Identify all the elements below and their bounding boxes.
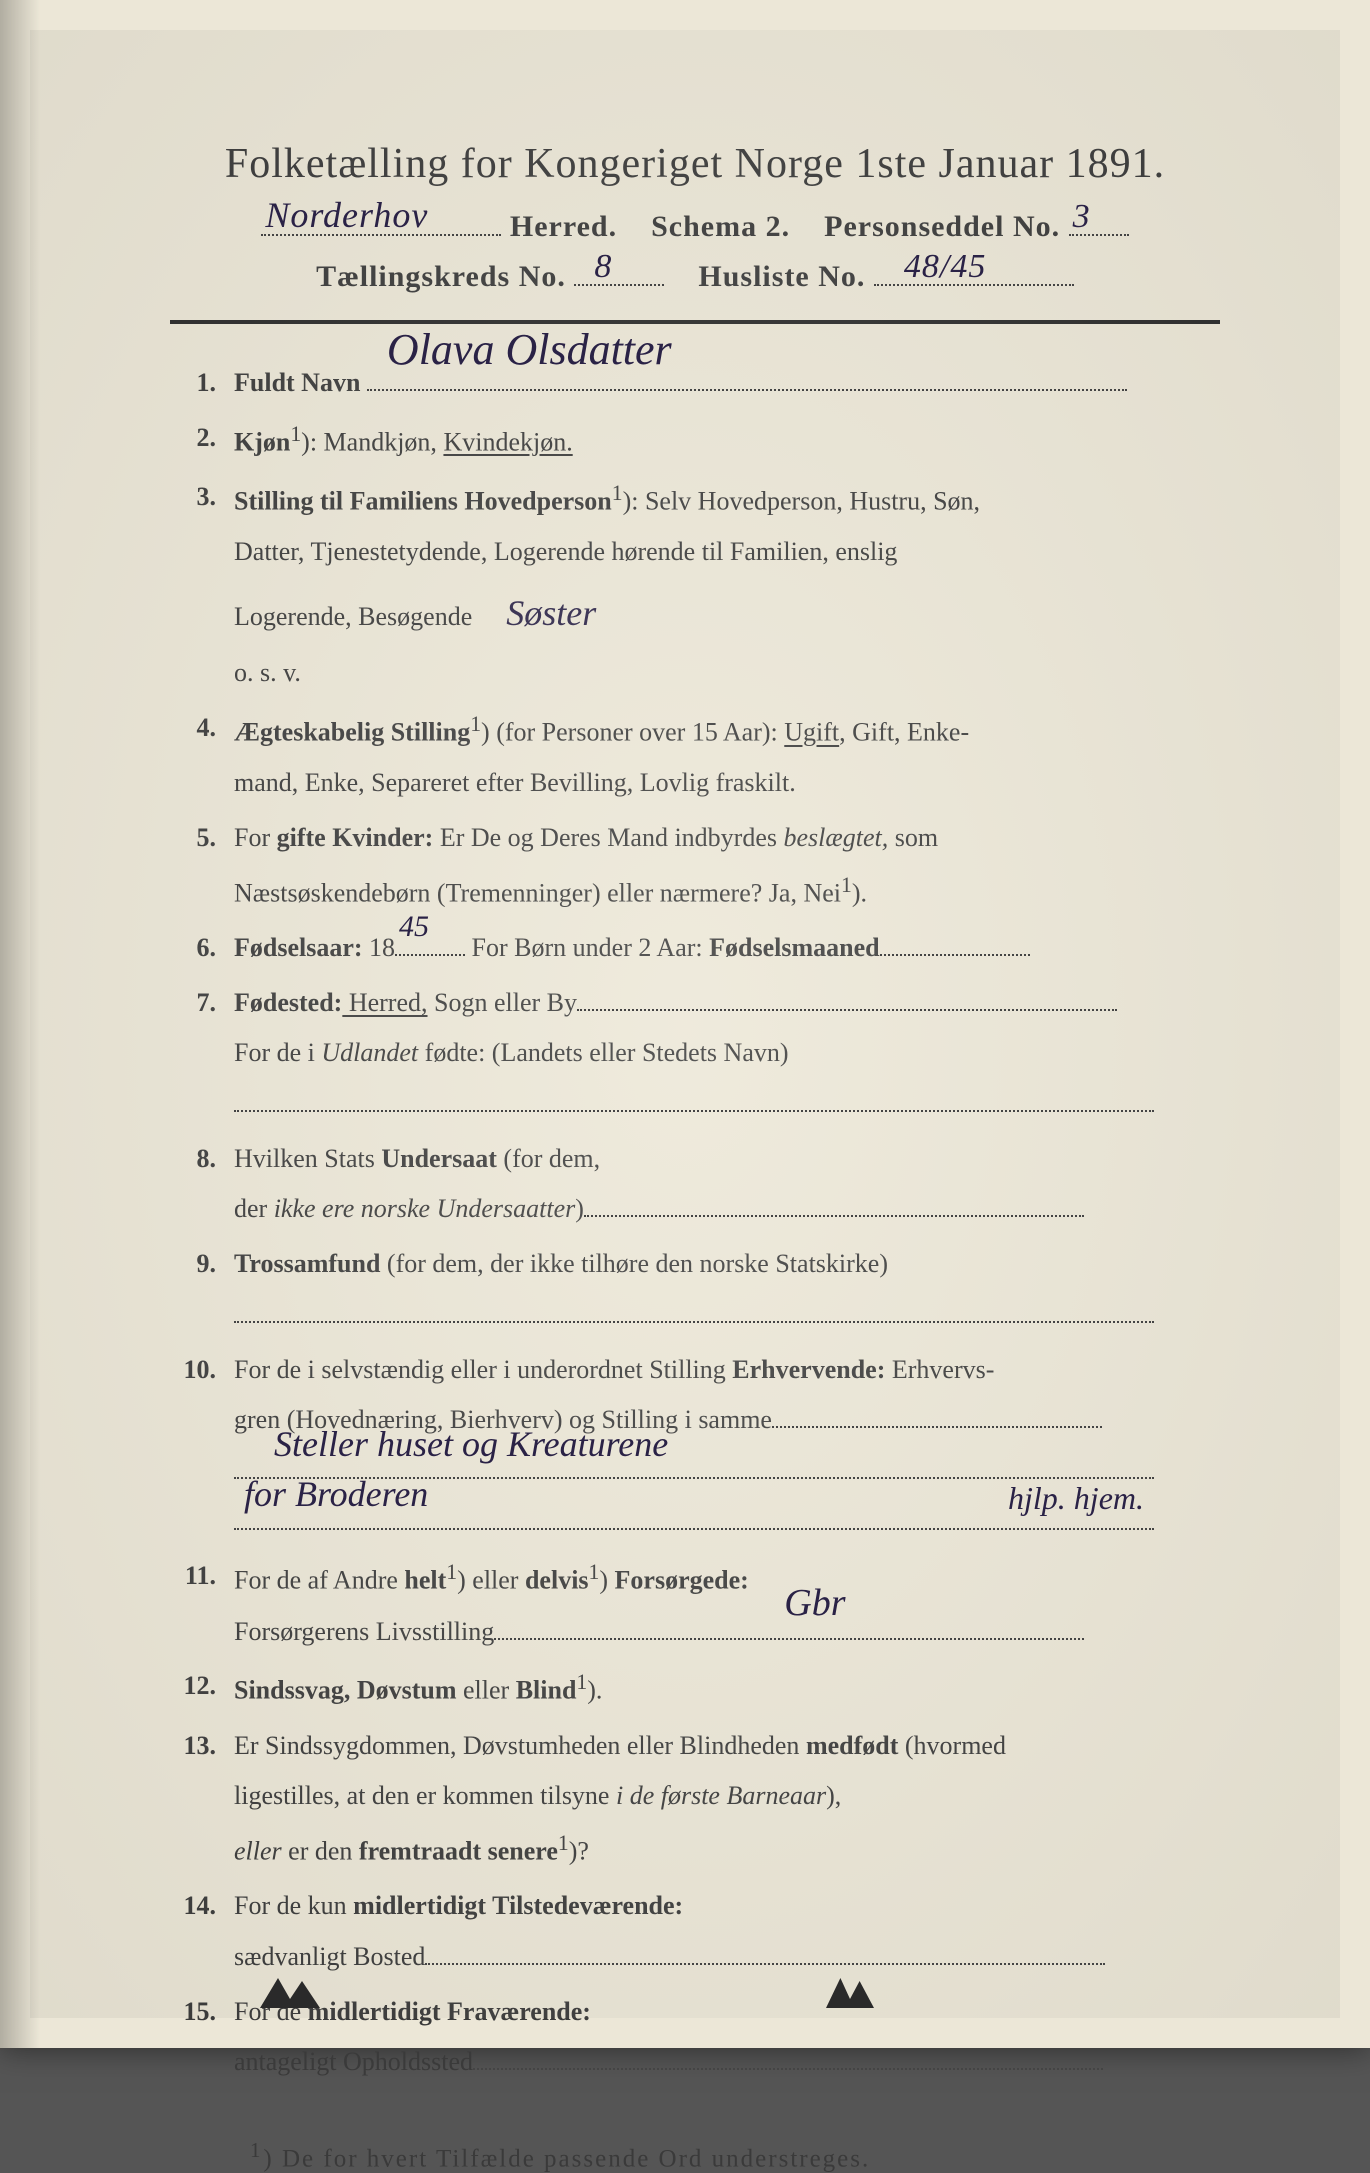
forsorger-field: Gbr: [494, 1638, 1084, 1640]
footnote-ref: 1: [470, 712, 481, 736]
item-9: 9. Trossamfund (for dem, der ikke tilhør…: [170, 1239, 1220, 1340]
personseddel-label: Personseddel No.: [824, 210, 1060, 243]
item-8: 8. Hvilken Stats Undersaat (for dem, der…: [170, 1134, 1220, 1235]
item-13: 13. Er Sindssygdommen, Døvstumheden elle…: [170, 1721, 1220, 1878]
fodselsaar-label: Fødselsaar:: [234, 933, 363, 962]
footnote: 1) De for hvert Tilfælde passende Ord un…: [250, 2138, 1220, 2173]
undersaat-field: [584, 1215, 1084, 1217]
bosted-field: [425, 1963, 1105, 1965]
item-number: 8.: [170, 1134, 234, 1235]
item-body: Stilling til Familiens Hovedperson1): Se…: [234, 472, 1220, 699]
item-body: Trossamfund (for dem, der ikke tilhøre d…: [234, 1239, 1220, 1340]
item-5: 5. For gifte Kvinder: Er De og Deres Man…: [170, 813, 1220, 919]
erhverv-value-2: for Broderen: [244, 1459, 428, 1529]
erhverv-value-3: hjlp. hjem.: [1008, 1467, 1144, 1529]
item-body: For de midlertidigt Fraværende: antageli…: [234, 1987, 1220, 2088]
census-form-page: Folketælling for Kongeriget Norge 1ste J…: [0, 0, 1370, 2048]
trossamfund-label: Trossamfund: [234, 1249, 380, 1278]
item-6: 6. Fødselsaar: 1845 For Børn under 2 Aar…: [170, 923, 1220, 974]
item-body: Hvilken Stats Undersaat (for dem, der ik…: [234, 1134, 1220, 1235]
item-number: 1.: [170, 358, 234, 409]
item-number: 11.: [170, 1551, 234, 1657]
fodested-label: Fødested:: [234, 988, 342, 1017]
item-number: 12.: [170, 1661, 234, 1716]
year-value: 45: [399, 898, 429, 957]
item-body: Er Sindssygdommen, Døvstumheden eller Bl…: [234, 1721, 1220, 1878]
footnote-ref: 1: [841, 873, 852, 897]
name-value: Olava Olsdatter: [387, 307, 672, 393]
stilling-value: Søster: [498, 593, 604, 633]
fuldt-navn-label: Fuldt Navn: [234, 368, 360, 397]
stilling-label: Stilling til Familiens Hovedperson: [234, 487, 612, 516]
item-7: 7. Fødested: Herred, Sogn eller By For d…: [170, 978, 1220, 1130]
item-number: 9.: [170, 1239, 234, 1340]
month-field: [880, 954, 1030, 956]
item-number: 15.: [170, 1987, 234, 2088]
name-field: Olava Olsdatter: [367, 389, 1127, 391]
kjon-label: Kjøn: [234, 427, 290, 456]
item-number: 5.: [170, 813, 234, 919]
kvindekjon-selected: Kvindekjøn.: [443, 427, 572, 456]
trossamfund-field: [234, 1321, 1154, 1323]
item-number: 2.: [170, 413, 234, 468]
opholdssted-field: [473, 2068, 1103, 2070]
item-10: 10. For de i selvstændig eller i underor…: [170, 1345, 1220, 1548]
item-body: Kjøn1): Mandkjøn, Kvindekjøn.: [234, 413, 1220, 468]
herred-label: Herred.: [510, 210, 617, 243]
aegteskab-label: Ægteskabelig Stilling: [234, 718, 470, 747]
footnote-ref: 1: [612, 481, 623, 505]
item-1: 1. Fuldt Navn Olava Olsdatter: [170, 358, 1220, 409]
item-3: 3. Stilling til Familiens Hovedperson1):…: [170, 472, 1220, 699]
husliste-no-field: 48/45: [874, 256, 1074, 286]
document-title: Folketælling for Kongeriget Norge 1ste J…: [170, 140, 1220, 188]
erhverv-field-2: for Broderen hjlp. hjem.: [234, 1528, 1154, 1530]
item-number: 6.: [170, 923, 234, 974]
kreds-no-field: 8: [574, 256, 664, 286]
husliste-label: Husliste No.: [698, 260, 865, 293]
item-body: For gifte Kvinder: Er De og Deres Mand i…: [234, 813, 1220, 919]
item-2: 2. Kjøn1): Mandkjøn, Kvindekjøn.: [170, 413, 1220, 468]
footnote-marker: 1: [250, 2138, 263, 2162]
forsorger-value: Gbr: [784, 1566, 845, 1640]
item-number: 3.: [170, 472, 234, 699]
item-body: Sindssvag, Døvstum eller Blind1).: [234, 1661, 1220, 1716]
personseddel-no-field: 3: [1069, 206, 1129, 236]
ugift-selected: Ugift: [784, 718, 839, 747]
item-number: 14.: [170, 1881, 234, 1982]
item-number: 13.: [170, 1721, 234, 1878]
header-line-3: Tællingskreds No. 8 Husliste No. 48/45: [170, 256, 1220, 294]
kreds-label: Tællingskreds No.: [316, 260, 566, 293]
item-body: Fødselsaar: 1845 For Børn under 2 Aar: F…: [234, 923, 1220, 974]
item-15: 15. For de midlertidigt Fraværende: anta…: [170, 1987, 1220, 2088]
header-line-2: Norderhov Herred. Schema 2. Personseddel…: [170, 206, 1220, 244]
footnote-text: ) De for hvert Tilfælde passende Ord und…: [263, 2145, 870, 2172]
herred-value: Norderhov: [265, 194, 428, 236]
udlandet-field: [234, 1110, 1154, 1112]
item-body: Fuldt Navn Olava Olsdatter: [234, 358, 1220, 409]
page-edge-shadow: [0, 0, 40, 2048]
husliste-no-value: 48/45: [904, 248, 986, 286]
item-number: 4.: [170, 703, 234, 809]
item-number: 7.: [170, 978, 234, 1130]
footnote-ref: 1: [290, 422, 301, 446]
item-11: 11. For de af Andre helt1) eller delvis1…: [170, 1551, 1220, 1657]
item-14: 14. For de kun midlertidigt Tilstedevære…: [170, 1881, 1220, 1982]
item-number: 10.: [170, 1345, 234, 1548]
horizontal-rule: [170, 320, 1220, 324]
item-body: For de kun midlertidigt Tilstedeværende:…: [234, 1881, 1220, 1982]
item-body: For de i selvstændig eller i underordnet…: [234, 1345, 1220, 1548]
item-body: Fødested: Herred, Sogn eller By For de i…: [234, 978, 1220, 1130]
personseddel-no-value: 3: [1073, 198, 1091, 236]
item-body: For de af Andre helt1) eller delvis1) Fo…: [234, 1551, 1220, 1657]
fodested-field: [577, 1009, 1117, 1011]
kreds-no-value: 8: [594, 248, 612, 286]
schema-label: Schema 2.: [651, 210, 790, 243]
herred-field: Norderhov: [261, 206, 501, 236]
item-12: 12. Sindssvag, Døvstum eller Blind1).: [170, 1661, 1220, 1716]
year-field: 45: [395, 954, 465, 956]
item-body: Ægteskabelig Stilling1) (for Personer ov…: [234, 703, 1220, 809]
item-4: 4. Ægteskabelig Stilling1) (for Personer…: [170, 703, 1220, 809]
